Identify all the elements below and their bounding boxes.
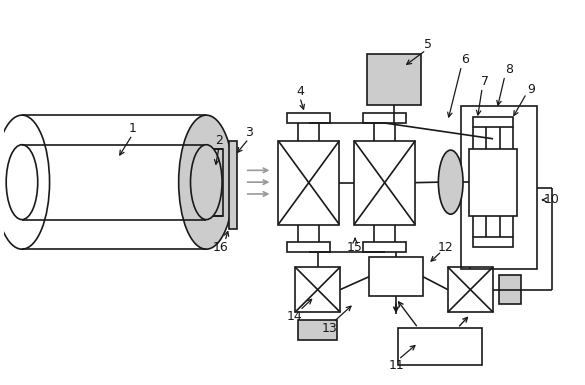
Bar	[354, 141, 415, 224]
Bar	[208, 149, 223, 216]
Text: 5: 5	[424, 38, 432, 51]
Ellipse shape	[438, 150, 463, 214]
Bar	[473, 117, 513, 127]
Text: 16: 16	[213, 241, 229, 254]
Text: 12: 12	[438, 241, 453, 254]
Bar	[460, 106, 538, 269]
Bar	[499, 275, 521, 305]
Bar	[295, 267, 340, 312]
Text: 9: 9	[528, 83, 535, 96]
Text: 3: 3	[245, 126, 253, 139]
Bar	[473, 237, 513, 247]
Bar	[448, 267, 493, 312]
Text: 6: 6	[462, 54, 469, 67]
Bar	[367, 54, 421, 105]
Bar	[287, 113, 330, 123]
Text: 14: 14	[287, 310, 303, 323]
Text: 15: 15	[347, 241, 363, 254]
Text: 11: 11	[388, 359, 404, 372]
Bar	[298, 320, 338, 340]
Bar	[229, 141, 237, 229]
Text: 4: 4	[296, 85, 304, 98]
Text: 13: 13	[322, 321, 338, 335]
Bar	[363, 242, 406, 252]
Text: 10: 10	[543, 193, 559, 206]
Ellipse shape	[191, 145, 222, 219]
Text: 7: 7	[481, 75, 489, 88]
Text: 8: 8	[505, 63, 513, 76]
Text: 1: 1	[128, 122, 136, 136]
Text: 2: 2	[215, 134, 223, 147]
Bar	[287, 242, 330, 252]
Ellipse shape	[178, 115, 234, 249]
Bar	[369, 257, 423, 296]
Bar	[363, 113, 406, 123]
Bar	[278, 141, 339, 224]
Bar	[398, 328, 482, 365]
Bar	[469, 149, 517, 216]
